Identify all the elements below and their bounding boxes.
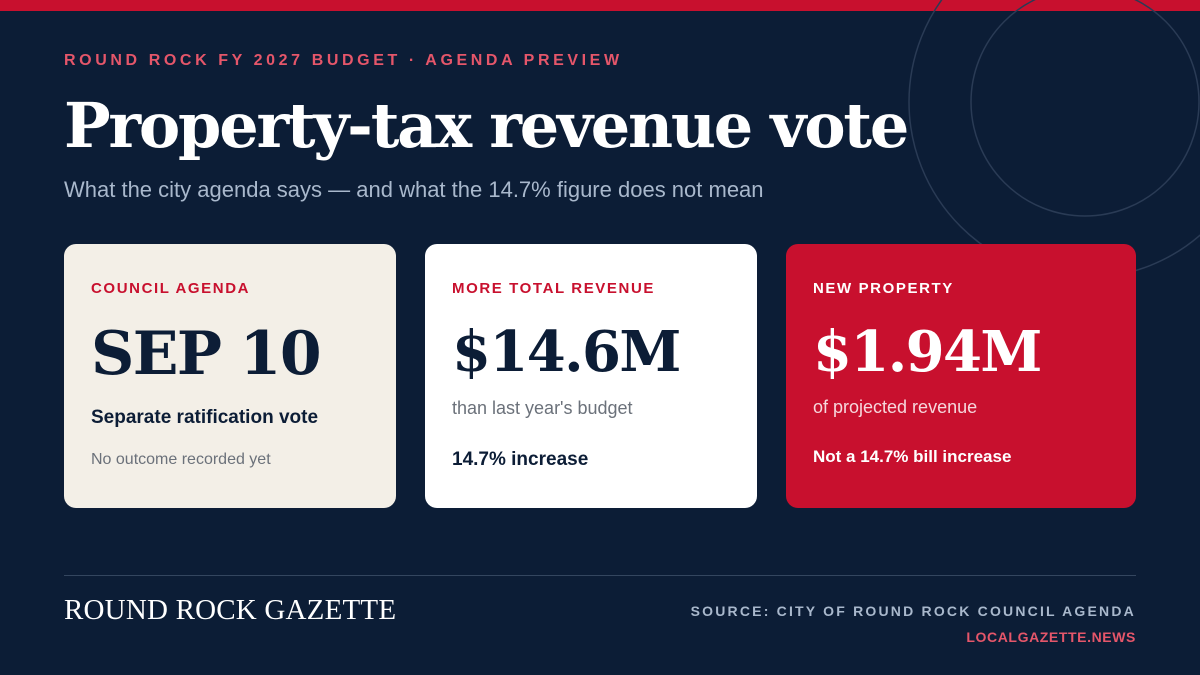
card-value: $14.6M — [452, 319, 681, 385]
top-accent-bar — [0, 0, 1200, 11]
card-value: $1.94M — [813, 319, 1042, 385]
card-note: Not a 14.7% bill increase — [813, 447, 1012, 466]
publication-logo: ROUND ROCK GAZETTE — [64, 594, 397, 626]
council-agenda-card: COUNCIL AGENDA SEP 10 Separate ratificat… — [64, 244, 396, 508]
card-label: NEW PROPERTY — [813, 280, 954, 297]
card-label: MORE TOTAL REVENUE — [452, 280, 655, 297]
subtitle: What the city agenda says — and what the… — [64, 177, 764, 202]
card-value: SEP 10 — [91, 319, 322, 389]
total-revenue-card: MORE TOTAL REVENUE $14.6M than last year… — [425, 244, 757, 508]
card-label: COUNCIL AGENDA — [91, 280, 251, 297]
card-detail: than last year's budget — [452, 398, 633, 418]
footer-divider — [64, 575, 1136, 576]
card-note: No outcome recorded yet — [91, 451, 271, 468]
kicker: ROUND ROCK FY 2027 BUDGET · AGENDA PREVI… — [64, 52, 623, 69]
card-note: 14.7% increase — [452, 449, 589, 470]
new-property-card: NEW PROPERTY $1.94M of projected revenue… — [786, 244, 1136, 508]
card-detail: Separate ratification vote — [91, 407, 319, 428]
outer-circle — [908, 0, 1200, 279]
inner-circle — [970, 0, 1200, 217]
site-link[interactable]: LOCALGAZETTE.NEWS — [966, 629, 1136, 645]
page-title: Property-tax revenue vote — [64, 89, 909, 162]
source-credit: SOURCE: CITY OF ROUND ROCK COUNCIL AGEND… — [690, 603, 1136, 619]
card-detail: of projected revenue — [813, 397, 978, 417]
